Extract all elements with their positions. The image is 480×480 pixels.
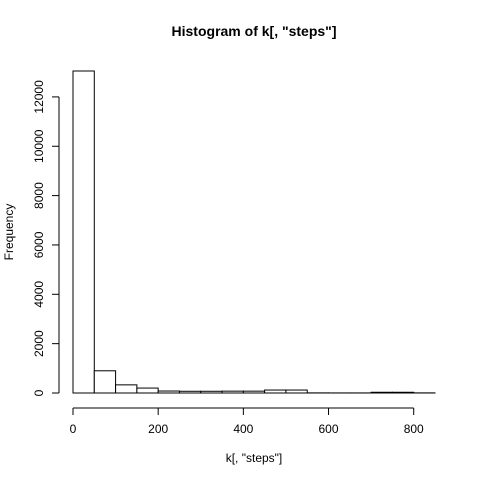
- y-tick-label: 0: [32, 389, 46, 396]
- y-tick-label: 10000: [32, 129, 46, 163]
- y-tick-label: 6000: [32, 231, 46, 258]
- x-tick-label: 200: [148, 422, 168, 436]
- histogram-bar: [179, 391, 200, 393]
- x-tick-label: 600: [319, 422, 339, 436]
- x-tick-label: 800: [404, 422, 424, 436]
- histogram-bar: [137, 388, 158, 393]
- y-axis-label: Frequency: [2, 204, 16, 261]
- histogram-bar: [265, 390, 286, 393]
- histogram-bar: [286, 390, 307, 393]
- histogram-bar: [222, 391, 243, 393]
- x-axis-label: k[, "steps"]: [226, 451, 283, 465]
- x-axis: 0 200 400 600 800: [70, 408, 424, 436]
- x-tick-label: 400: [233, 422, 253, 436]
- histogram-bar: [94, 371, 115, 393]
- x-tick-label: 0: [70, 422, 77, 436]
- histogram-bar: [116, 385, 137, 393]
- y-tick-label: 8000: [32, 182, 46, 209]
- histogram-bar: [392, 392, 413, 393]
- y-tick-label: 12000: [32, 80, 46, 114]
- y-tick-label: 4000: [32, 281, 46, 308]
- histogram-bar: [73, 71, 94, 393]
- y-tick-label: 2000: [32, 330, 46, 357]
- y-axis: 0 2000 4000 6000 8000 10000 12000: [32, 80, 59, 396]
- bars-group: [73, 71, 435, 393]
- chart-title: Histogram of k[, "steps"]: [172, 23, 337, 39]
- histogram-bar: [243, 391, 264, 393]
- histogram-bar: [201, 391, 222, 393]
- histogram-bar: [371, 392, 392, 393]
- histogram-bar: [158, 391, 179, 393]
